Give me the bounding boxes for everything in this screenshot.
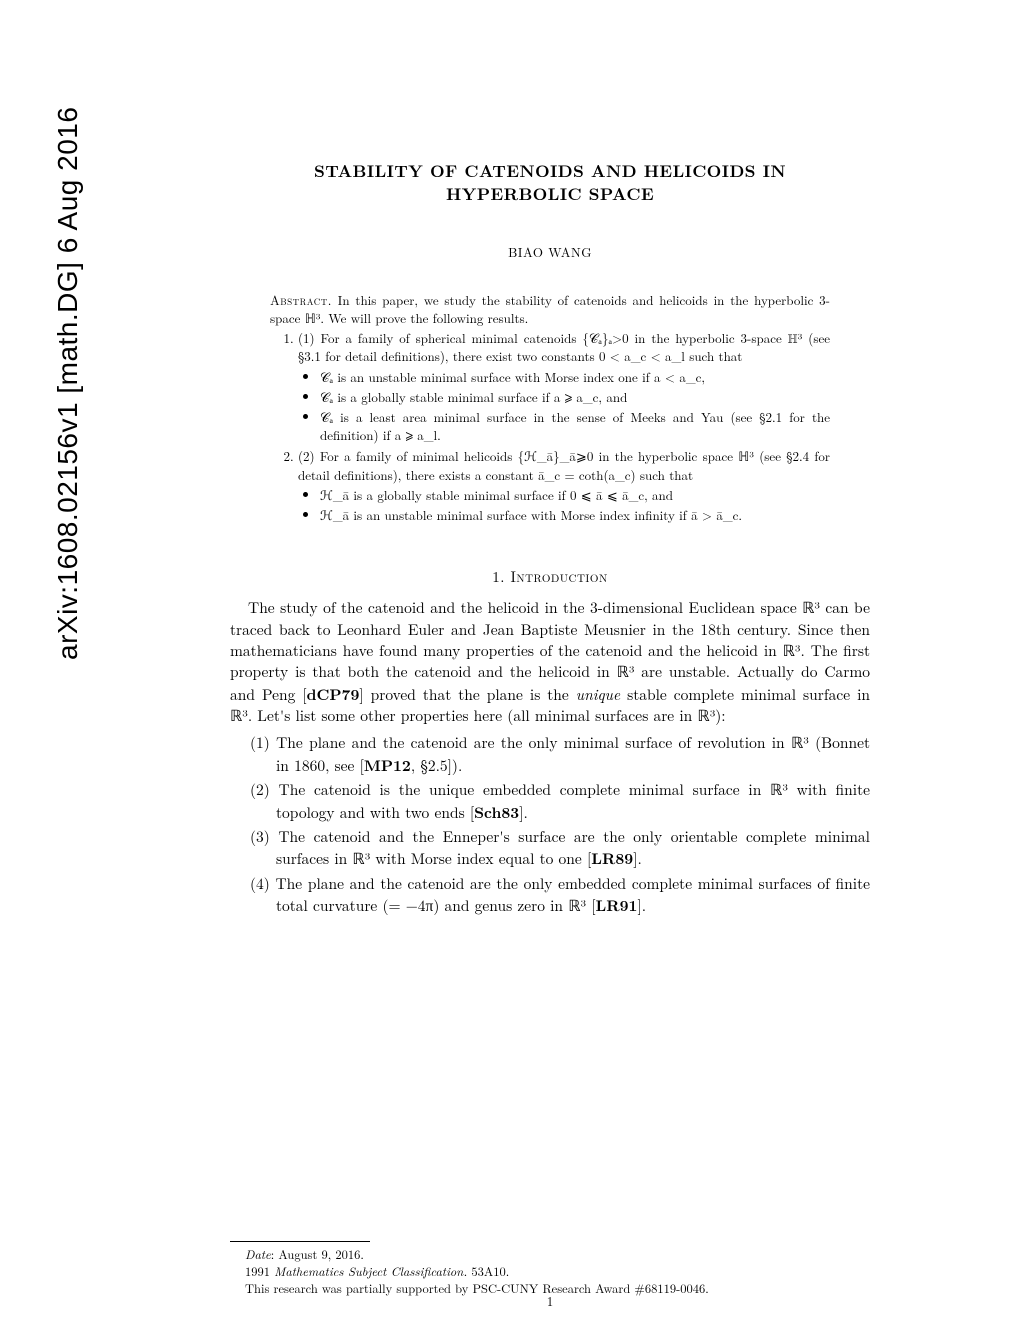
ref-MP12: MP12 bbox=[364, 753, 411, 776]
abstract-intro: In this paper, we study the stability of… bbox=[270, 290, 830, 327]
abstract-item-1-lead: For a family of spherical minimal cateno… bbox=[298, 328, 830, 365]
list1-tail: , §2.5]). bbox=[411, 755, 462, 776]
abstract-item-1: (1) For a family of spherical minimal ca… bbox=[298, 329, 830, 444]
list4-tail: ]. bbox=[637, 895, 646, 916]
title-line-2: HYPERBOLIC SPACE bbox=[446, 182, 654, 206]
ref-Sch83: Sch83 bbox=[474, 800, 519, 823]
abstract-item-2-lead: For a family of minimal helicoids {ℋ_ā}_… bbox=[298, 446, 830, 483]
abstract-item-2-b1: ℋ_ā is a globally stable minimal surface… bbox=[320, 486, 830, 504]
abstract-item-1-b1: 𝒞ₐ is an unstable minimal surface with M… bbox=[320, 368, 830, 386]
page-content: STABILITY OF CATENOIDS AND HELICOIDS IN … bbox=[230, 160, 870, 922]
section-1-heading: 1. Introduction bbox=[230, 566, 870, 587]
list3-tail: ]. bbox=[633, 848, 642, 869]
list2-tail: ]. bbox=[519, 802, 528, 823]
section-1-para-1: The study of the catenoid and the helico… bbox=[230, 597, 870, 726]
abstract-item-2: (2) For a family of minimal helicoids {ℋ… bbox=[298, 447, 830, 524]
footnote-date-label: Date bbox=[245, 1245, 271, 1263]
ref-LR91: LR91 bbox=[596, 893, 638, 916]
abstract-label: Abstract. bbox=[270, 290, 332, 309]
abstract-item-1-b2: 𝒞ₐ is a globally stable minimal surface … bbox=[320, 388, 830, 406]
section-1-body: The study of the catenoid and the helico… bbox=[230, 597, 870, 916]
footnote-msc-label: 1991 Mathematics Subject Classification. bbox=[245, 1262, 467, 1280]
footnote-date: Date: August 9, 2016. bbox=[230, 1246, 870, 1263]
ref-LR89: LR89 bbox=[591, 846, 633, 869]
page-number: 1 bbox=[230, 1291, 870, 1310]
para1-b: ] proved that the plane is the bbox=[359, 684, 575, 705]
intro-list-1: (1) The plane and the catenoid are the o… bbox=[266, 732, 870, 776]
footnote-msc-val: 53A10. bbox=[467, 1262, 509, 1280]
abstract-block: Abstract. In this paper, we study the st… bbox=[270, 291, 830, 524]
intro-list-3: (3) The catenoid and the Enneper's surfa… bbox=[266, 826, 870, 870]
abstract-item-2-b2: ℋ_ā is an unstable minimal surface with … bbox=[320, 506, 830, 524]
list3-text: (3) The catenoid and the Enneper's surfa… bbox=[250, 826, 870, 869]
title-line-1: STABILITY OF CATENOIDS AND HELICOIDS IN bbox=[314, 159, 786, 183]
intro-list-4: (4) The plane and the catenoid are the o… bbox=[266, 873, 870, 917]
paper-title: STABILITY OF CATENOIDS AND HELICOIDS IN … bbox=[230, 160, 870, 206]
arxiv-stamp: arXiv:1608.02156v1 [math.DG] 6 Aug 2016 bbox=[52, 107, 84, 660]
intro-list-2: (2) The catenoid is the unique embedded … bbox=[266, 779, 870, 823]
abstract-item-1-b3: 𝒞ₐ is a least area minimal surface in th… bbox=[320, 408, 830, 444]
footnote-msc: 1991 Mathematics Subject Classification.… bbox=[230, 1263, 870, 1280]
footnote-rule bbox=[230, 1241, 370, 1242]
list4-text: (4) The plane and the catenoid are the o… bbox=[250, 873, 870, 916]
para1-unique: unique bbox=[576, 684, 620, 705]
footnote-date-val: : August 9, 2016. bbox=[271, 1245, 364, 1263]
footnotes: Date: August 9, 2016. 1991 Mathematics S… bbox=[230, 1241, 870, 1297]
ref-dCP79: dCP79 bbox=[307, 682, 360, 705]
list1-text: (1) The plane and the catenoid are the o… bbox=[250, 732, 870, 775]
list2-text: (2) The catenoid is the unique embedded … bbox=[250, 779, 870, 822]
author: BIAO WANG bbox=[230, 242, 870, 261]
